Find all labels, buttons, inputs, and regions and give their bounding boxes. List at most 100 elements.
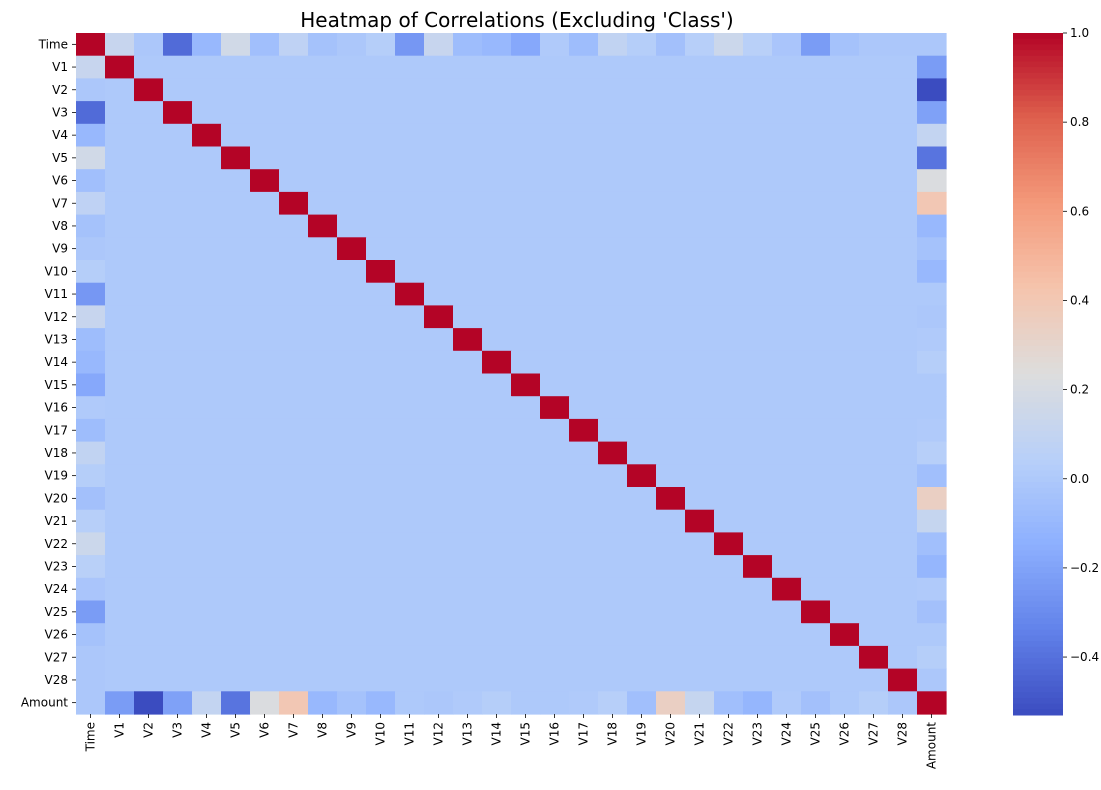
- heatmap-cell-V6-V26: [830, 169, 860, 193]
- y-axis-ticks: Time V1 V2 V3 V4 V5 V6 V7 V8 V9 V10 V11 V12 V13 V14 V15…: [21, 37, 76, 710]
- heatmap-cell-V5-V12: [424, 146, 454, 170]
- heatmap-cell-Amount-V16: [540, 691, 570, 715]
- heatmap-cell-V25-V20: [656, 600, 686, 624]
- colorbar-segment: [1013, 368, 1063, 375]
- heatmap-cell-V7-V3: [163, 191, 193, 216]
- heatmap-cell-V13-V25: [801, 328, 831, 352]
- heatmap-cell-V14-V2: [134, 350, 164, 375]
- heatmap-cell-V8-V6: [250, 214, 280, 238]
- x-tick-label-V7: V7: [287, 722, 301, 738]
- heatmap-cell-V5-V21: [685, 146, 715, 170]
- heatmap-cell-V13-V24: [772, 328, 802, 352]
- heatmap-cell-V20-V21: [685, 487, 715, 511]
- heatmap-cell-V4-V25: [801, 123, 831, 148]
- heatmap-cell-V5-V27: [859, 146, 889, 170]
- colorbar-segment: [1013, 629, 1063, 636]
- heatmap-cell-V16-V7: [279, 396, 309, 420]
- heatmap-cell-V24-V22: [714, 577, 744, 602]
- heatmap-cell-V23-V24: [772, 555, 802, 579]
- heatmap-cell-V5-V3: [163, 146, 193, 170]
- heatmap-cell-V23-V2: [134, 555, 164, 579]
- heatmap-cell-V2-V9: [337, 78, 367, 102]
- heatmap-cell-V26-V10: [366, 623, 396, 647]
- heatmap-cell-V1-V21: [685, 55, 715, 79]
- heatmap-cell-V28-V10: [366, 668, 396, 692]
- heatmap-cell-V17-V2: [134, 418, 164, 443]
- heatmap-cell-V1-V26: [830, 55, 860, 79]
- heatmap-cell-V15-V3: [163, 373, 193, 397]
- heatmap-cell-V8-V15: [511, 214, 541, 238]
- colorbar-segment: [1013, 226, 1063, 233]
- heatmap-cell-V22-V8: [308, 532, 338, 556]
- heatmap-cell-V25-V26: [830, 600, 860, 624]
- heatmap-cell-V28-V18: [598, 668, 628, 692]
- colorbar-segment: [1013, 396, 1063, 403]
- heatmap-cell-V5-Amount: [917, 146, 947, 170]
- heatmap-cell-V17-V27: [859, 418, 889, 443]
- heatmap-cell-V25-V27: [859, 600, 889, 624]
- heatmap-cell-V28-V2: [134, 668, 164, 692]
- heatmap-cell-V2-V22: [714, 78, 744, 102]
- heatmap-cell-V27-V18: [598, 645, 628, 670]
- heatmap-cell-V12-V2: [134, 305, 164, 329]
- heatmap-cell-V1-V13: [453, 55, 483, 79]
- heatmap-cell-V26-V27: [859, 623, 889, 647]
- heatmap-cell-V20-V17: [569, 487, 599, 511]
- heatmap-cell-V18-V19: [627, 441, 657, 465]
- heatmap-cell-V13-V14: [482, 328, 512, 352]
- heatmap-cell-V12-V15: [511, 305, 541, 329]
- heatmap-cell-V10-V27: [859, 260, 889, 284]
- colorbar-segment: [1013, 288, 1063, 295]
- heatmap-cell-Amount-V26: [830, 691, 860, 715]
- heatmap-cell-V20-V2: [134, 487, 164, 511]
- heatmap-cell-V26-V25: [801, 623, 831, 647]
- heatmap-cell-V7-V18: [598, 191, 628, 216]
- heatmap-cell-Time-V2: [134, 33, 164, 57]
- heatmap-cell-V16-Time: [76, 396, 106, 420]
- heatmap-cell-V18-V10: [366, 441, 396, 465]
- heatmap-cell-V4-V24: [772, 123, 802, 148]
- heatmap-cell-V26-V9: [337, 623, 367, 647]
- heatmap-cell-V15-V20: [656, 373, 686, 397]
- heatmap-cell-V19-V23: [743, 464, 773, 488]
- heatmap-cell-V10-V28: [888, 260, 918, 284]
- heatmap-cell-V20-V6: [250, 487, 280, 511]
- heatmap-cell-V23-V5: [221, 555, 251, 579]
- colorbar-segment: [1013, 572, 1063, 580]
- heatmap-cell-V7-V4: [192, 191, 222, 216]
- heatmap-cell-V17-V12: [424, 418, 454, 443]
- heatmap-cell-V7-V5: [221, 191, 251, 216]
- heatmap-cell-V22-V11: [395, 532, 425, 556]
- heatmap-cell-V21-V7: [279, 509, 309, 533]
- heatmap-cell-V11-V19: [627, 282, 657, 306]
- heatmap-cell-Amount-V28: [888, 691, 918, 715]
- heatmap-cell-V2-V8: [308, 78, 338, 102]
- heatmap-cell-V21-V23: [743, 509, 773, 533]
- colorbar-segment: [1013, 550, 1063, 557]
- heatmap-cell-V3-V13: [453, 101, 483, 125]
- heatmap-cell-V2-V7: [279, 78, 309, 102]
- colorbar-segment: [1013, 493, 1063, 500]
- colorbar-segment: [1013, 362, 1063, 369]
- heatmap-cell-V3-V4: [192, 101, 222, 125]
- colorbar-segment: [1013, 129, 1063, 136]
- heatmap-cell-V11-V21: [685, 282, 715, 306]
- heatmap-cell-V20-V13: [453, 487, 483, 511]
- heatmap-cell-V23-V11: [395, 555, 425, 579]
- colorbar-segment: [1013, 345, 1063, 352]
- y-tick-label-V22: V22: [45, 537, 68, 551]
- heatmap-cell-V1-V27: [859, 55, 889, 79]
- heatmap-cell-V23-V28: [888, 555, 918, 579]
- y-tick-label-V25: V25: [45, 605, 68, 619]
- heatmap-cell-Amount-V11: [395, 691, 425, 715]
- heatmap-cell-V16-V14: [482, 396, 512, 420]
- heatmap-cell-V21-V11: [395, 509, 425, 533]
- heatmap-cell-V6-V24: [772, 169, 802, 193]
- colorbar-segment: [1013, 118, 1063, 125]
- colorbar-segment: [1013, 470, 1063, 477]
- colorbar-segment: [1013, 271, 1063, 278]
- heatmap-cell-V6-V2: [134, 169, 164, 193]
- heatmap-cell-V16-V23: [743, 396, 773, 420]
- heatmap-cell-V28-V17: [569, 668, 599, 692]
